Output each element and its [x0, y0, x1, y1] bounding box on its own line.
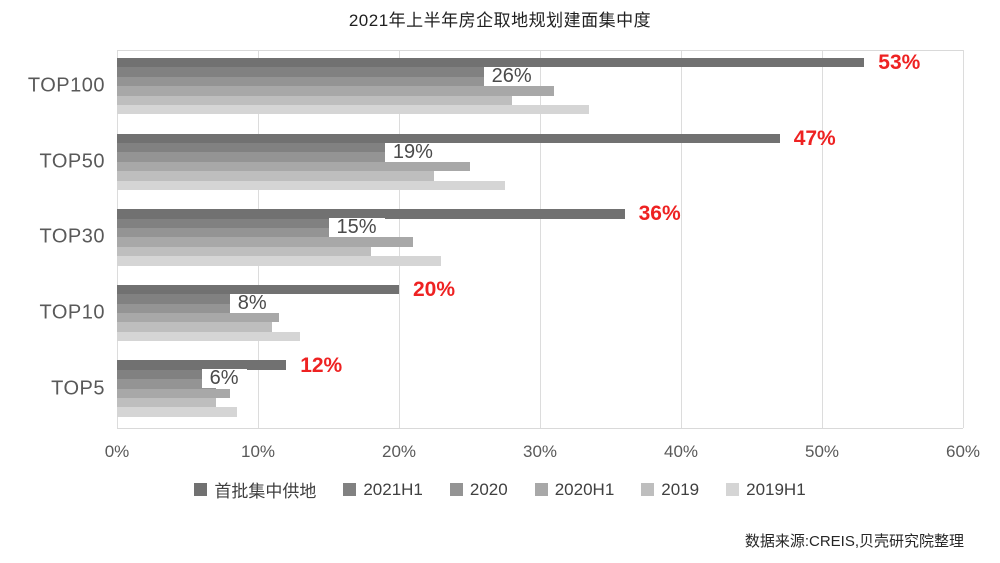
- bar-top5-2020H1: [117, 388, 230, 398]
- bar-top10-2020H1: [117, 313, 280, 323]
- bar-top10-2021H1: [117, 294, 230, 304]
- bar-top30-2021H1: [117, 218, 329, 228]
- chart-title: 2021年上半年房企取地规划建面集中度: [348, 11, 652, 30]
- legend: 首批集中供地 2021H1 2020 2020H1 2019 2019H1: [0, 477, 1000, 502]
- bar-top50-2020H1: [117, 161, 470, 172]
- legend-label: 2019: [661, 479, 700, 499]
- bar-top5-2019: [117, 398, 216, 408]
- legend-swatch-icon: [194, 483, 208, 496]
- data-source-note: 数据来源:CREIS,贝壳研究院整理: [744, 533, 964, 550]
- legend-label: 2019H1: [746, 479, 806, 499]
- value-label-2021h1-top100: 26%: [483, 66, 540, 86]
- legend-item-2020H1: 2020H1: [534, 479, 615, 500]
- legend-swatch-icon: [726, 483, 740, 496]
- legend-label: 首批集中供地: [214, 482, 317, 501]
- category-label-top10: TOP10: [39, 301, 105, 324]
- bar-top30-2020: [117, 228, 350, 238]
- x-axis-tick-40%: 40%: [663, 442, 699, 461]
- value-label-2021h1-top5: 6%: [201, 368, 247, 389]
- value-label-2021h1-top10: 8%: [229, 293, 275, 313]
- bar-top30-2020H1: [117, 237, 414, 247]
- bar-top50-2019: [117, 171, 435, 181]
- legend-item-2021H1: 2021H1: [343, 480, 423, 500]
- gridline-30%: [540, 50, 541, 428]
- bar-top5-2019H1: [117, 407, 237, 417]
- bar-top50-2020: [117, 152, 399, 162]
- value-label-first-batch-top30: 36%: [638, 202, 681, 226]
- x-axis-tick-60%: 60%: [945, 442, 981, 461]
- legend-item-首批集中供地: 首批集中供地: [194, 477, 316, 502]
- legend-swatch-icon: [343, 483, 357, 496]
- legend-label: 2020: [469, 479, 508, 499]
- category-label-top30: TOP30: [39, 225, 105, 248]
- value-label-first-batch-top10: 20%: [413, 278, 456, 301]
- bar-top5-2021H1: [117, 369, 202, 380]
- category-label-top50: TOP50: [39, 150, 105, 173]
- value-label-first-batch-top50: 47%: [793, 126, 836, 150]
- bar-top50-2021H1: [117, 143, 385, 153]
- x-axis-tick-30%: 30%: [522, 442, 558, 461]
- bar-top10-首批集中供地: [117, 284, 399, 295]
- legend-swatch-icon: [449, 483, 463, 496]
- bar-top100-首批集中供地: [117, 58, 865, 68]
- bar-top100-2020: [117, 76, 526, 87]
- bar-top30-2019: [117, 246, 371, 257]
- x-axis-tick-10%: 10%: [240, 442, 276, 461]
- bar-top100-2019: [117, 95, 512, 105]
- value-label-first-batch-top5: 12%: [300, 353, 343, 377]
- bar-top10-2020: [117, 303, 251, 313]
- bar-top50-2019H1: [117, 180, 505, 190]
- bar-top5-2020: [117, 379, 216, 389]
- bar-top10-2019H1: [117, 331, 301, 342]
- bar-top10-2019: [117, 322, 273, 332]
- legend-item-2019: 2019: [641, 480, 699, 500]
- x-axis-tick-50%: 50%: [804, 442, 840, 461]
- bar-top30-首批集中供地: [117, 209, 625, 219]
- x-axis-tick-0%: 0%: [104, 442, 130, 461]
- x-axis-tick-20%: 20%: [381, 442, 417, 461]
- gridline-40%: [681, 50, 682, 428]
- category-label-top5: TOP5: [51, 377, 105, 400]
- plot-area: 0% 10% 20% 30% 40% 50% 60% TOP100 53% 26% TOP50 47%…: [28, 50, 980, 461]
- legend-item-2019H1: 2019H1: [726, 480, 806, 500]
- legend-label: 2021H1: [363, 479, 423, 499]
- category-label-top100: TOP100: [27, 74, 105, 97]
- legend-swatch-icon: [641, 483, 655, 496]
- bar-top100-2019H1: [117, 105, 590, 115]
- bar-top100-2020H1: [117, 86, 555, 96]
- bar-top5-首批集中供地: [117, 360, 287, 370]
- plot-border-bottom: [117, 428, 963, 429]
- bar-top30-2019H1: [117, 256, 442, 266]
- bar-top100-2021H1: [117, 67, 484, 77]
- legend-item-2020: 2020: [449, 479, 508, 500]
- legend-swatch-icon: [534, 483, 548, 496]
- legend-label: 2020H1: [554, 479, 615, 499]
- gridline-50%: [822, 50, 823, 428]
- bar-top50-首批集中供地: [117, 133, 780, 143]
- value-label-2021h1-top50: 19%: [384, 142, 441, 162]
- value-label-2021h1-top30: 15%: [328, 217, 385, 238]
- value-label-first-batch-top100: 53%: [878, 51, 921, 75]
- gridline-60%: [963, 50, 964, 428]
- plot-border-top: [117, 50, 963, 51]
